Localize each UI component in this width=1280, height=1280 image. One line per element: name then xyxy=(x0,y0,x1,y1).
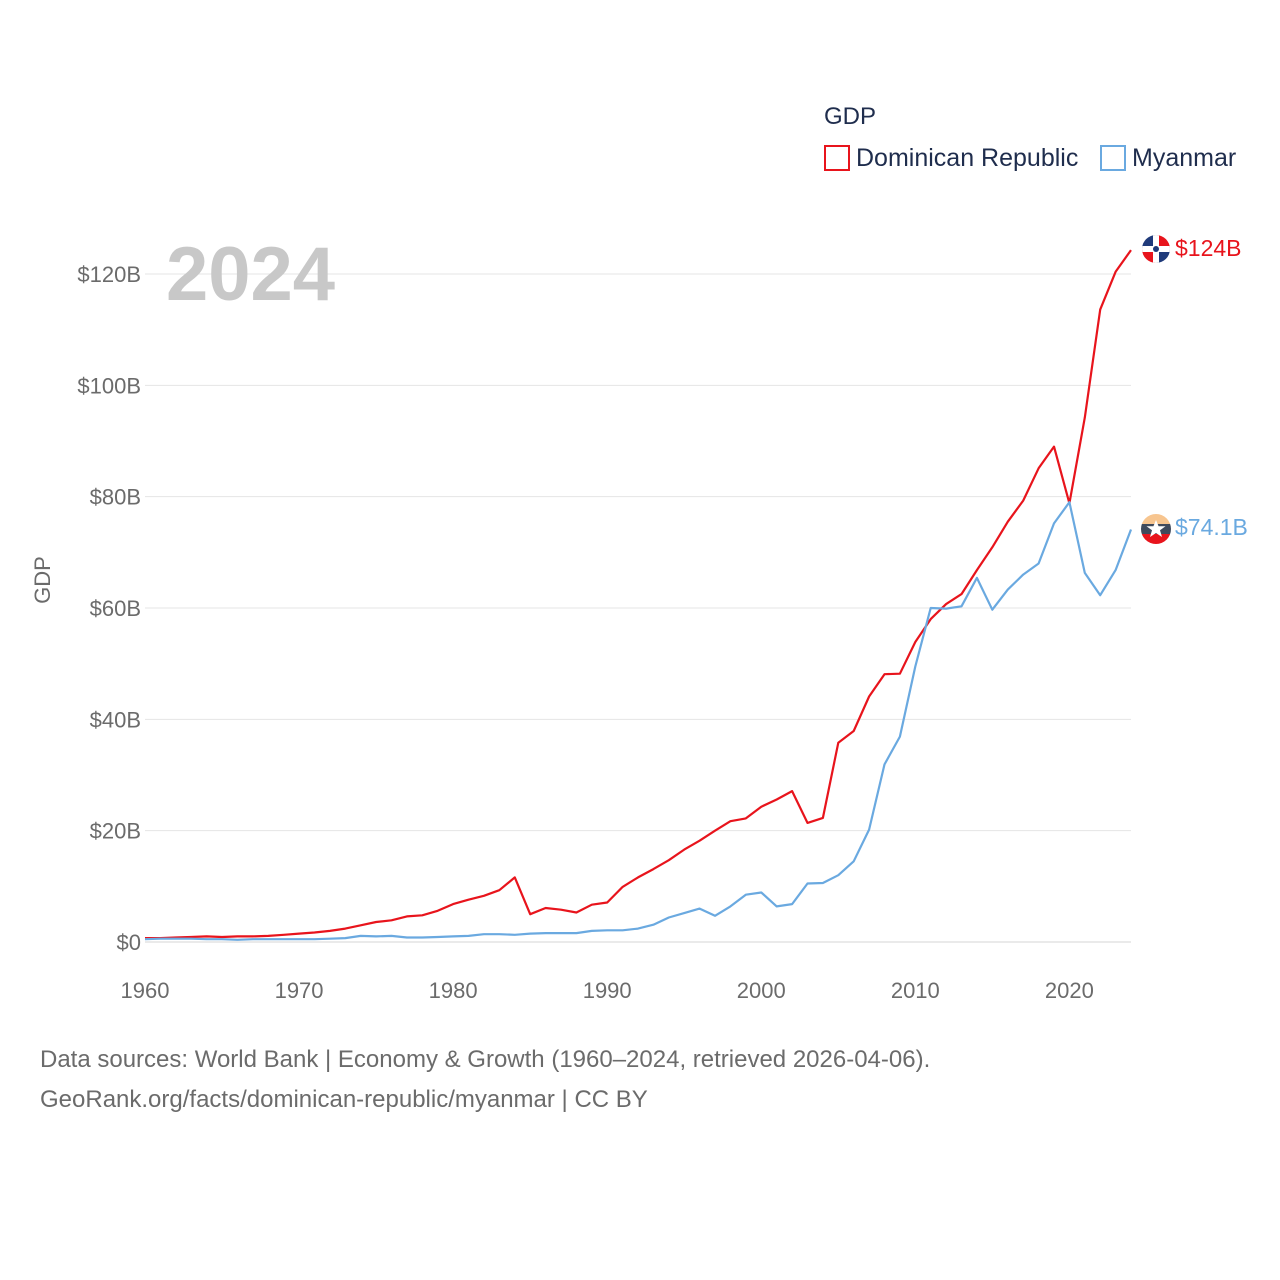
legend: GDP Dominican Republic Myanmar xyxy=(824,103,1236,172)
x-tick-label: 1970 xyxy=(275,978,324,1003)
series-line-myanmar xyxy=(144,501,1133,941)
x-axis: 1960 1970 1980 1990 2000 2010 2020 xyxy=(121,978,1094,1003)
x-tick-label: 2000 xyxy=(737,978,786,1003)
footer-attribution-line: GeoRank.org/facts/dominican-republic/mya… xyxy=(40,1086,648,1113)
legend-swatch-myanmar xyxy=(1100,145,1126,171)
legend-item-myanmar[interactable]: Myanmar xyxy=(1100,144,1236,172)
legend-swatch-dominican-republic xyxy=(824,145,850,171)
series-lines xyxy=(144,249,1133,941)
footer-source-line: Data sources: World Bank | Economy & Gro… xyxy=(40,1046,931,1073)
myanmar-end-label: $74.1B xyxy=(1175,514,1248,540)
y-tick-label: $0 xyxy=(117,930,141,955)
x-tick-label: 1960 xyxy=(121,978,170,1003)
grid-lines xyxy=(145,273,1131,832)
dominican-republic-end-label: $124B xyxy=(1175,235,1242,261)
myanmar-flag-icon xyxy=(1141,514,1171,544)
data-source-footer: Data sources: World Bank | Economy & Gro… xyxy=(40,1040,930,1120)
y-tick-label: $60B xyxy=(90,596,141,621)
y-tick-label: $80B xyxy=(90,485,141,510)
x-tick-label: 1990 xyxy=(583,978,632,1003)
dominican-republic-flag-icon xyxy=(1142,235,1170,263)
x-tick-label: 2020 xyxy=(1045,978,1094,1003)
legend-label-myanmar: Myanmar xyxy=(1132,144,1236,172)
y-tick-label: $40B xyxy=(90,707,141,732)
y-tick-label: $100B xyxy=(77,373,141,398)
legend-label-dominican-republic: Dominican Republic xyxy=(856,144,1078,172)
series-line-dominican-republic xyxy=(145,249,1132,940)
y-axis-title: GDP xyxy=(30,556,55,604)
x-tick-label: 2010 xyxy=(891,978,940,1003)
year-watermark: 2024 xyxy=(166,232,335,317)
y-axis: $0 $20B $40B $60B $80B $100B $120B xyxy=(77,262,141,955)
y-tick-label: $120B xyxy=(77,262,141,287)
y-tick-label: $20B xyxy=(90,819,141,844)
legend-item-dominican-republic[interactable]: Dominican Republic xyxy=(824,144,1078,172)
x-tick-label: 1980 xyxy=(429,978,478,1003)
legend-title: GDP xyxy=(824,103,876,130)
end-markers: $124B $74.1B xyxy=(1141,235,1248,544)
